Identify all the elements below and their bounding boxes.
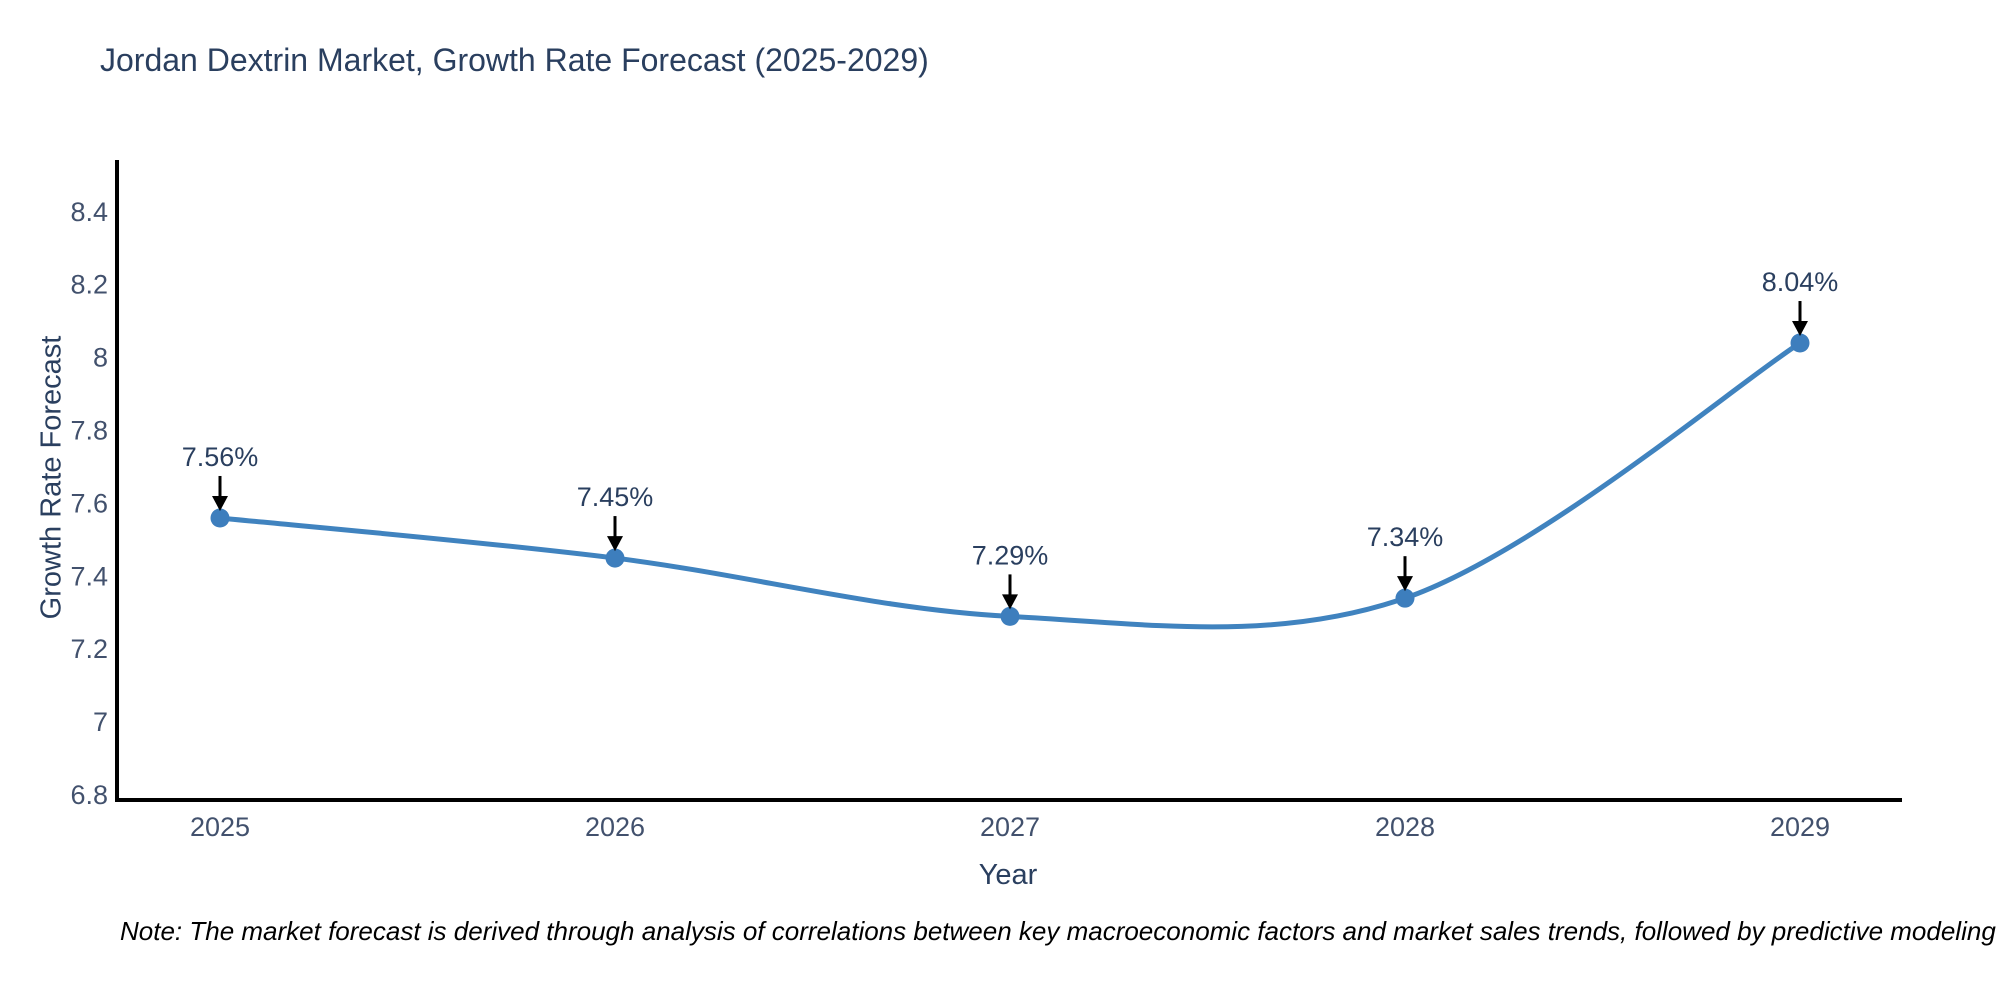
y-tick-label: 7.6	[70, 488, 108, 518]
annotation-arrowhead-icon	[1792, 321, 1808, 337]
annotation-arrowhead-icon	[1002, 594, 1018, 610]
x-tick-label: 2027	[980, 812, 1040, 842]
y-tick-label: 6.8	[70, 780, 108, 810]
annotation-arrowhead-icon	[1397, 576, 1413, 592]
y-tick-label: 7.4	[70, 561, 108, 591]
point-annotation: 8.04%	[1762, 267, 1839, 337]
data-point-markers	[210, 333, 1810, 626]
footnote: Note: The market forecast is derived thr…	[120, 916, 2000, 946]
annotation-arrowhead-icon	[212, 495, 228, 511]
x-tick-label: 2029	[1770, 812, 1830, 842]
data-point	[1790, 333, 1810, 353]
y-tick-label: 7.8	[70, 416, 108, 446]
point-annotation-label: 7.56%	[182, 442, 259, 472]
y-tick-label: 8	[93, 343, 108, 373]
y-tick-label: 7	[93, 707, 108, 737]
point-annotation: 7.56%	[182, 442, 259, 511]
y-tick-label: 8.4	[70, 197, 108, 227]
y-axis-tick-labels: 6.8 7 7.2 7.4 7.6 7.8 8 8.2 8.4	[70, 197, 108, 810]
x-tick-label: 2026	[585, 812, 645, 842]
point-annotation-label: 7.45%	[577, 482, 654, 512]
data-point	[1000, 606, 1020, 626]
y-tick-label: 8.2	[70, 270, 108, 300]
point-annotation-label: 7.29%	[972, 540, 1049, 570]
x-tick-label: 2025	[190, 812, 250, 842]
data-point	[1395, 588, 1415, 608]
point-annotation-label: 8.04%	[1762, 267, 1839, 297]
point-annotation: 7.29%	[972, 540, 1049, 610]
chart-title: Jordan Dextrin Market, Growth Rate Forec…	[100, 42, 929, 78]
x-tick-label: 2028	[1375, 812, 1435, 842]
x-axis-tick-labels: 2025 2026 2027 2028 2029	[190, 812, 1830, 842]
annotation-arrowhead-icon	[607, 536, 623, 552]
data-point	[210, 508, 230, 528]
y-tick-label: 7.2	[70, 634, 108, 664]
point-annotation-label: 7.34%	[1367, 522, 1444, 552]
data-point	[605, 548, 625, 568]
x-axis-title: Year	[978, 859, 1038, 891]
point-annotation: 7.45%	[577, 482, 654, 552]
point-annotation: 7.34%	[1367, 522, 1444, 592]
data-point-annotations: 7.56% 7.45% 7.29% 7.34% 8.04%	[182, 267, 1839, 610]
